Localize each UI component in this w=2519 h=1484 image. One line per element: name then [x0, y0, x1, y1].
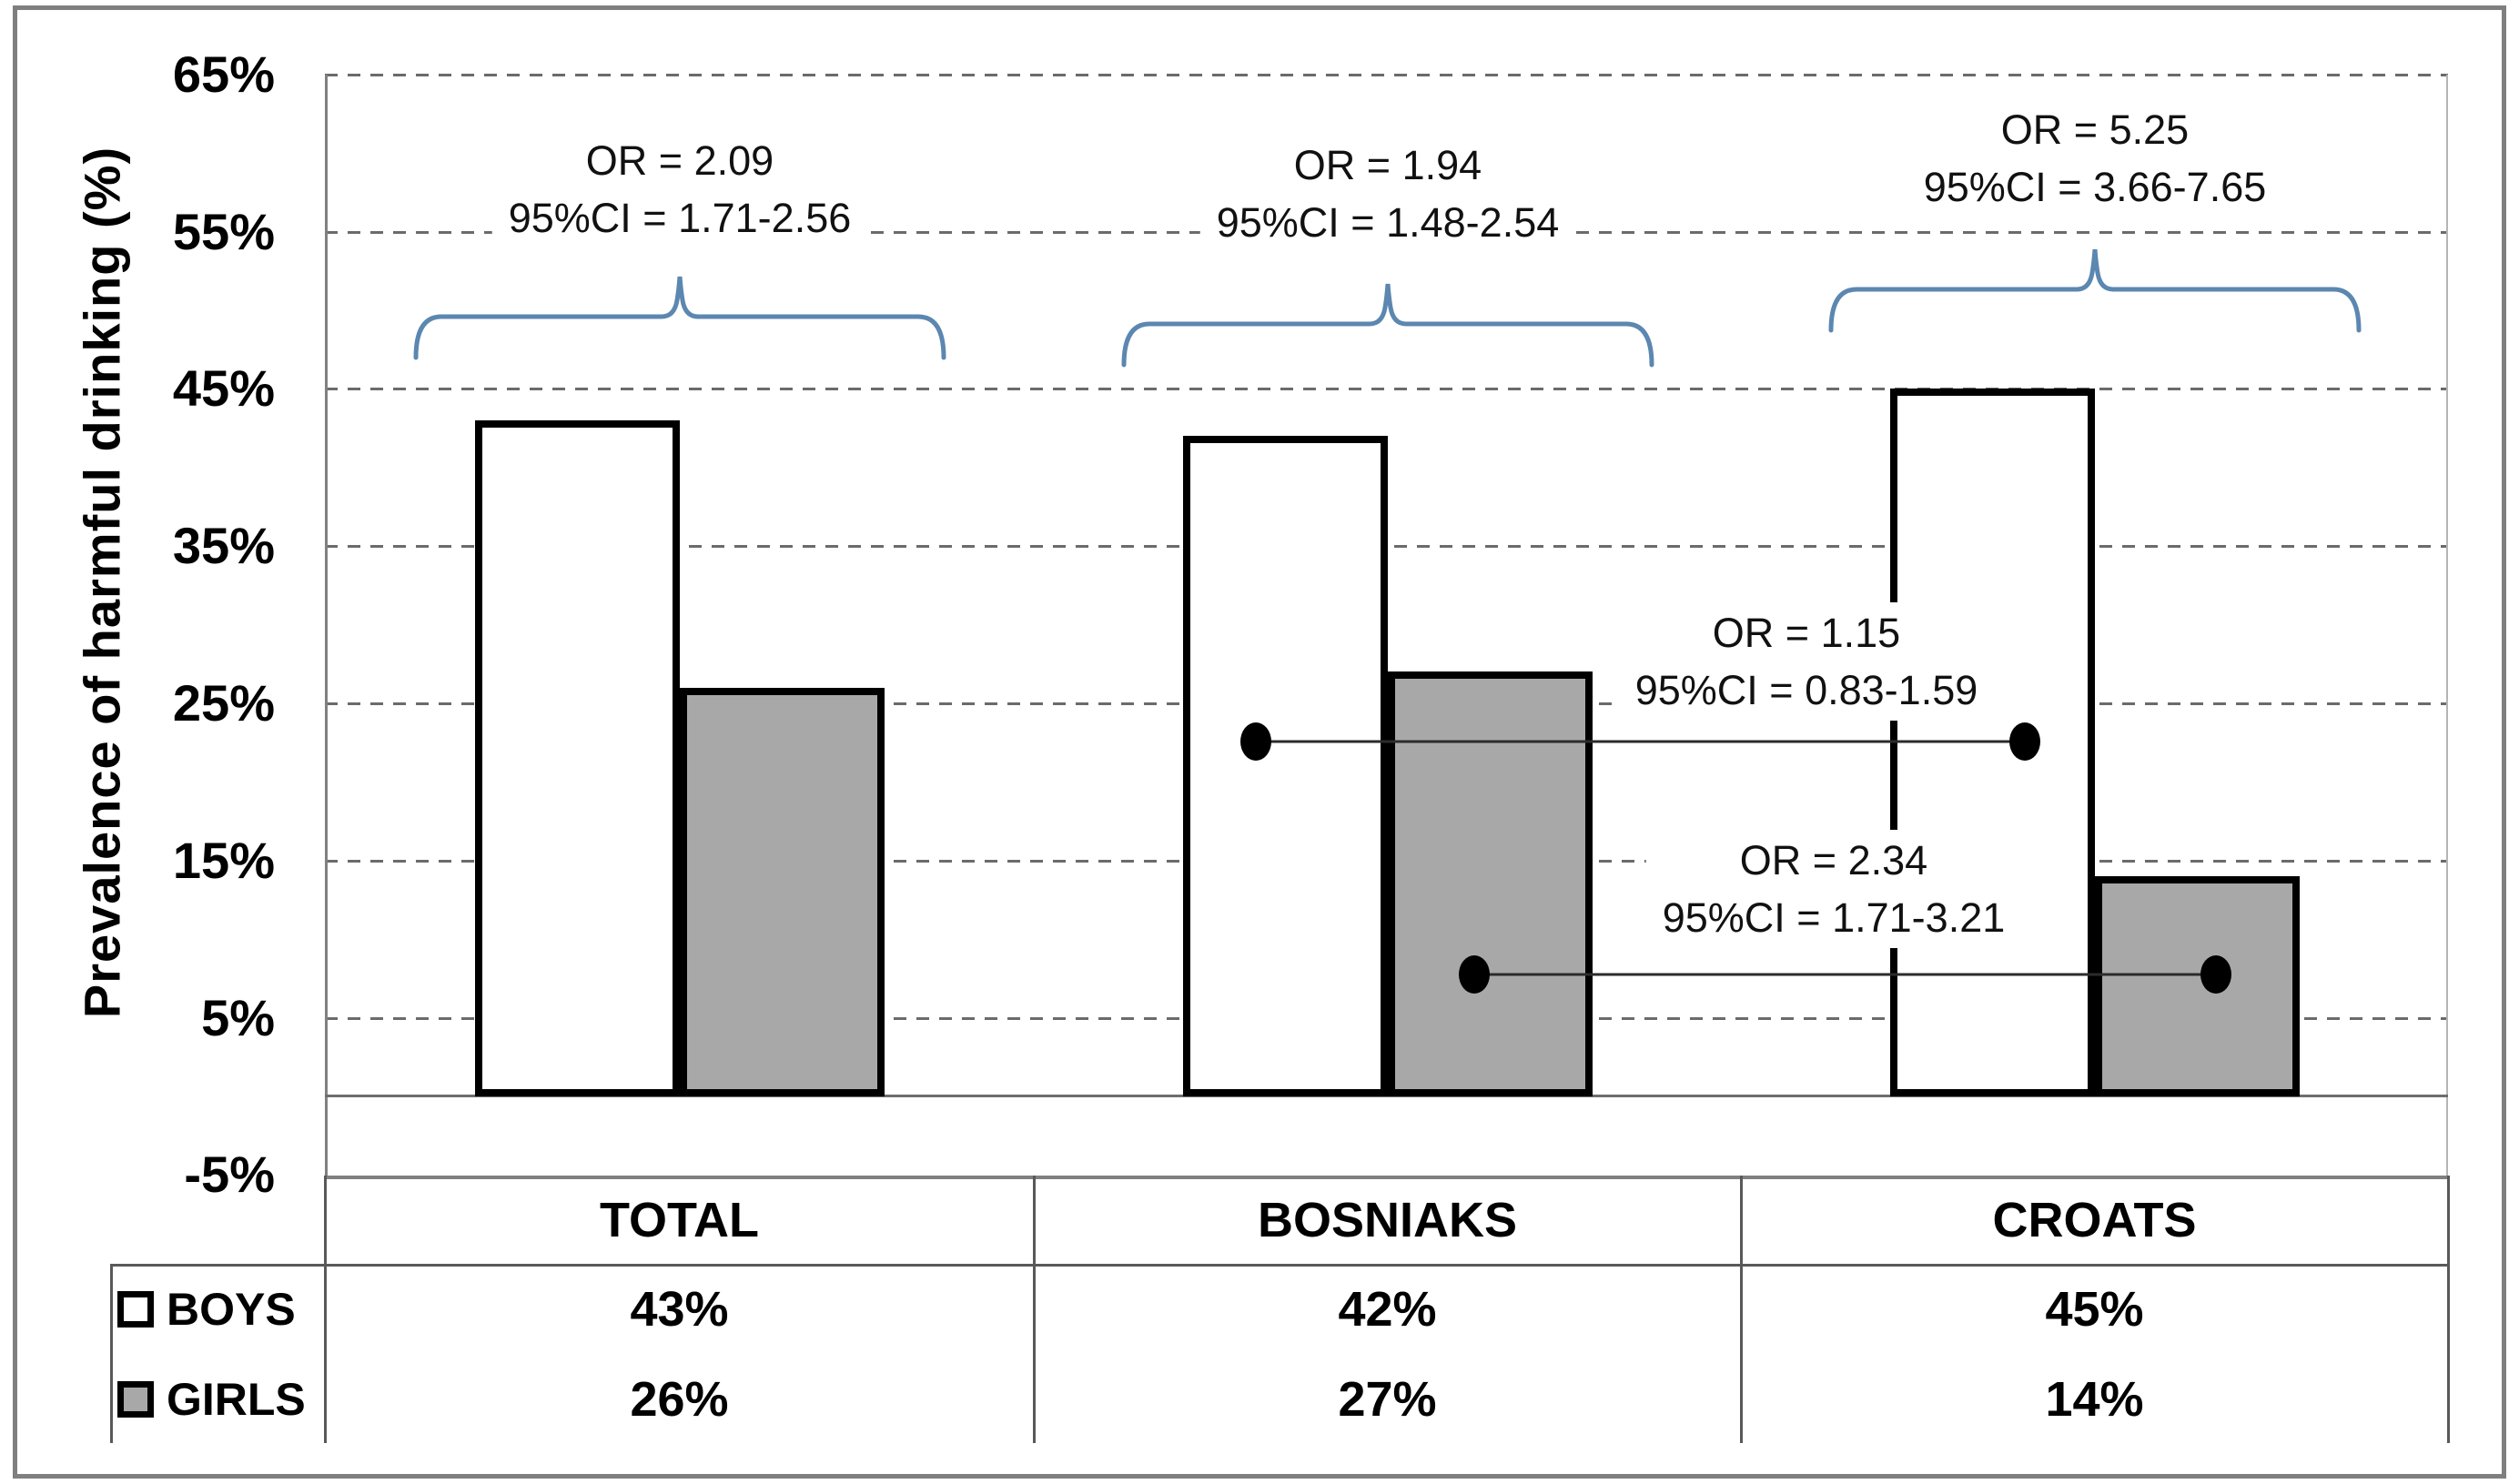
- legend-key-boys: [117, 1291, 154, 1328]
- legend-key-girls: [117, 1380, 154, 1418]
- legend-label-boys: BOYS: [167, 1284, 296, 1335]
- y-tick-label-35: 35%: [172, 517, 275, 575]
- gridline-65: [325, 73, 2448, 76]
- table-cell-boys-croats: 45%: [2045, 1282, 2144, 1337]
- bar-total-girls: [679, 687, 885, 1096]
- table-column-border-2: [1740, 1176, 1743, 1443]
- bar-bosniaks-boys: [1182, 436, 1388, 1096]
- bar-croats-girls: [2094, 876, 2300, 1096]
- y-tick-label-25: 25%: [172, 674, 275, 732]
- legend-left-border: [110, 1264, 113, 1443]
- legend-label-girls: GIRLS: [167, 1373, 306, 1425]
- connector-dot: [1240, 722, 1271, 761]
- brace-croats: [1828, 248, 2362, 333]
- y-tick-label-55: 55%: [172, 202, 275, 260]
- y-tick-label-65: 65%: [172, 45, 275, 103]
- plot-right-border: [2446, 75, 2448, 1176]
- gridline-45: [325, 388, 2448, 391]
- connector-dot: [2200, 955, 2231, 994]
- table-top-border: [325, 1176, 2448, 1179]
- connector-dot: [2009, 722, 2040, 761]
- or-value-label: OR = 1.94: [1293, 142, 1482, 188]
- table-cell-girls-bosniaks: 27%: [1338, 1371, 1437, 1427]
- table-cell-girls-total: 26%: [630, 1371, 729, 1427]
- brace-total: [413, 276, 946, 360]
- or-annotation-total: OR = 2.09 95%CI = 1.71-2.56: [491, 130, 868, 248]
- table-column-border-1: [1033, 1176, 1036, 1443]
- table-cell-boys-bosniaks: 42%: [1338, 1282, 1437, 1337]
- ci-value-label: 95%CI = 3.66-7.65: [1923, 164, 2267, 210]
- ci-value-label: 95%CI = 1.71-3.21: [1662, 894, 2006, 941]
- table-cell-girls-croats: 14%: [2045, 1371, 2144, 1427]
- or-value-label: OR = 2.09: [585, 137, 774, 184]
- or-annotation-croats: OR = 5.25 95%CI = 3.66-7.65: [1907, 99, 2283, 217]
- table-header-total: TOTAL: [600, 1192, 759, 1247]
- or-value-label: OR = 5.25: [2000, 106, 2190, 153]
- y-tick-label-45: 45%: [172, 359, 275, 418]
- table-header-divider: [325, 1264, 2448, 1267]
- or-annotation-ethnic-boys: OR = 1.15 95%CI = 0.83-1.59: [1618, 602, 1995, 721]
- or-value-label: OR = 2.34: [1739, 837, 1928, 883]
- table-header-bosniaks: BOSNIAKS: [1257, 1192, 1518, 1247]
- or-annotation-bosniaks: OR = 1.94 95%CI = 1.48-2.54: [1199, 135, 1576, 253]
- or-value-label: OR = 1.15: [1712, 610, 1901, 656]
- ci-value-label: 95%CI = 1.71-2.56: [508, 195, 852, 241]
- brace-bosniaks: [1121, 283, 1654, 368]
- connector-dot: [1459, 955, 1490, 994]
- y-tick-label-5: 5%: [201, 988, 275, 1046]
- or-annotation-ethnic-girls: OR = 2.34 95%CI = 1.71-3.21: [1645, 830, 2022, 948]
- legend-top-border: [110, 1264, 325, 1267]
- table-column-border-0: [324, 1176, 327, 1443]
- table-cell-boys-total: 43%: [630, 1282, 729, 1337]
- ci-value-label: 95%CI = 0.83-1.59: [1634, 667, 1978, 713]
- y-tick-label-15: 15%: [172, 831, 275, 889]
- y-tick-label--5: -5%: [184, 1146, 275, 1204]
- y-axis-line: [325, 75, 328, 1176]
- table-column-border-3: [2447, 1176, 2450, 1443]
- ci-value-label: 95%CI = 1.48-2.54: [1216, 199, 1560, 246]
- table-header-croats: CROATS: [1992, 1192, 2197, 1247]
- bar-total-boys: [474, 419, 680, 1096]
